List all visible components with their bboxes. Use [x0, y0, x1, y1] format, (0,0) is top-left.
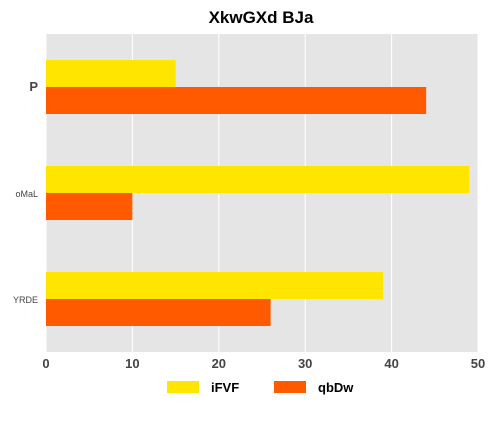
category-label: P — [29, 79, 38, 94]
bar-iFVF-oMaL — [46, 166, 470, 193]
legend-label-iFVF: iFVF — [211, 380, 239, 395]
category-label: YRDE — [13, 295, 38, 305]
x-tick-label: 50 — [471, 356, 485, 371]
legend-label-qbDw: qbDw — [318, 380, 354, 395]
bar-qbDw-P — [46, 87, 427, 114]
bar-qbDw-oMaL — [46, 193, 133, 220]
x-tick-label: 10 — [125, 356, 139, 371]
bar-qbDw-YRDE — [46, 299, 271, 326]
category-label: oMaL — [15, 189, 38, 199]
legend: iFVF qbDw — [167, 380, 354, 395]
bar-iFVF-YRDE — [46, 272, 383, 299]
x-tick-label: 0 — [42, 356, 49, 371]
chart-title: XkwGXd BJa — [209, 8, 314, 27]
x-tick-label: 40 — [384, 356, 398, 371]
x-tick-label: 30 — [298, 356, 312, 371]
legend-swatch-qbDw — [274, 381, 306, 393]
legend-swatch-iFVF — [167, 381, 199, 393]
bars — [46, 60, 470, 326]
bar-iFVF-P — [46, 60, 176, 87]
x-tick-labels: 0 10 20 30 40 50 — [42, 356, 485, 371]
x-tick-label: 20 — [212, 356, 226, 371]
